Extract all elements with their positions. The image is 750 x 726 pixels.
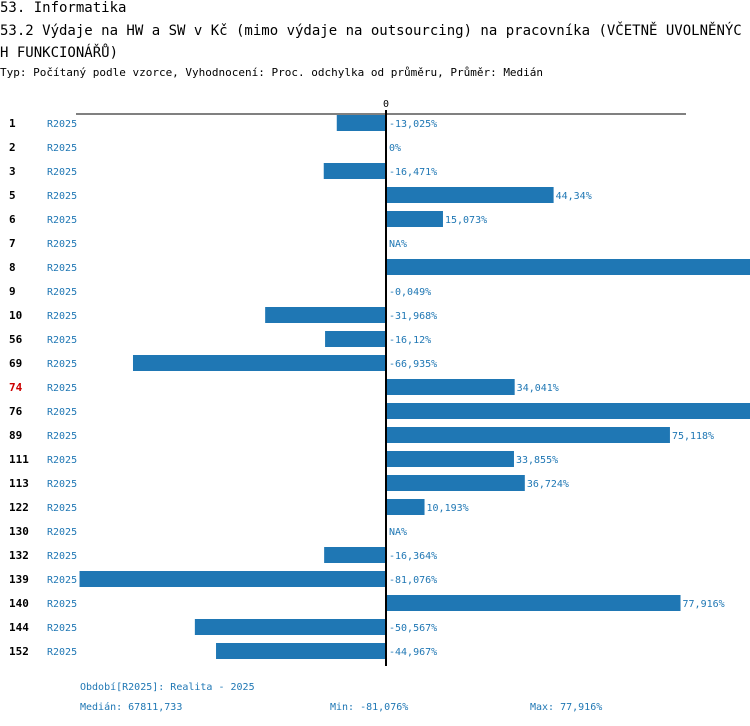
row-id-label: 1 bbox=[9, 117, 16, 130]
row-series-label: R2025 bbox=[47, 143, 77, 154]
row-id-label: 6 bbox=[9, 213, 16, 226]
row-id-label: 2 bbox=[9, 141, 16, 154]
bar bbox=[216, 643, 386, 659]
value-label: NA% bbox=[389, 239, 407, 250]
row-id-label: 152 bbox=[9, 645, 29, 658]
row-id-label: 113 bbox=[9, 477, 29, 490]
value-label: 15,073% bbox=[445, 215, 487, 226]
value-label: -31,968% bbox=[389, 311, 437, 322]
value-label: -66,935% bbox=[389, 359, 437, 370]
footer-median: Medián: 67811,733 bbox=[80, 702, 183, 713]
row-series-label: R2025 bbox=[47, 455, 77, 466]
row-series-label: R2025 bbox=[47, 431, 77, 442]
row-series-label: R2025 bbox=[47, 263, 77, 274]
row-id-label: 7 bbox=[9, 237, 16, 250]
row-id-label: 122 bbox=[9, 501, 29, 514]
row-id-label: 130 bbox=[9, 525, 29, 538]
footer-period: Období[R2025]: Realita - 2025 bbox=[80, 682, 255, 693]
row-id-label: 132 bbox=[9, 549, 29, 562]
value-label: NA% bbox=[389, 527, 407, 538]
row-series-label: R2025 bbox=[47, 575, 77, 586]
value-label: 34,041% bbox=[517, 383, 559, 394]
value-label: -13,025% bbox=[389, 119, 437, 130]
row-id-label: 9 bbox=[9, 285, 16, 298]
row-series-label: R2025 bbox=[47, 215, 77, 226]
bar bbox=[386, 187, 554, 203]
bar bbox=[336, 115, 386, 131]
value-label: -0,049% bbox=[389, 287, 431, 298]
value-label: 10,193% bbox=[427, 503, 469, 514]
bar bbox=[386, 259, 750, 275]
chart-subtitle: Typ: Počítaný podle vzorce, Vyhodnocení:… bbox=[0, 66, 544, 79]
row-id-label: 3 bbox=[9, 165, 16, 178]
value-label: -16,12% bbox=[389, 335, 431, 346]
row-id-label: 8 bbox=[9, 261, 16, 274]
value-label: -16,364% bbox=[389, 551, 437, 562]
value-label: -50,567% bbox=[389, 623, 437, 634]
row-series-label: R2025 bbox=[47, 551, 77, 562]
footer-min: Min: -81,076% bbox=[330, 702, 409, 713]
row-series-label: R2025 bbox=[47, 335, 77, 346]
bar bbox=[79, 571, 387, 587]
row-series-label: R2025 bbox=[47, 119, 77, 130]
row-id-label: 5 bbox=[9, 189, 16, 202]
row-id-label: 144 bbox=[9, 621, 29, 634]
bar bbox=[386, 475, 525, 491]
row-id-label: 69 bbox=[9, 357, 22, 370]
row-series-label: R2025 bbox=[47, 599, 77, 610]
row-series-label: R2025 bbox=[47, 407, 77, 418]
value-label: 33,855% bbox=[516, 455, 558, 466]
row-id-label: 56 bbox=[9, 333, 23, 346]
row-series-label: R2025 bbox=[47, 527, 77, 538]
value-label: 77,916% bbox=[683, 599, 725, 610]
bar bbox=[132, 355, 386, 371]
value-label: 0% bbox=[389, 143, 401, 154]
value-label: -81,076% bbox=[389, 575, 437, 586]
bar bbox=[194, 619, 386, 635]
row-id-label: 89 bbox=[9, 429, 22, 442]
row-id-label: 76 bbox=[9, 405, 23, 418]
value-label: 44,34% bbox=[556, 191, 592, 202]
bar bbox=[386, 379, 515, 395]
row-series-label: R2025 bbox=[47, 287, 77, 298]
bar bbox=[386, 595, 681, 611]
row-id-label: 74 bbox=[9, 381, 23, 394]
bar bbox=[323, 163, 386, 179]
value-label: 75,118% bbox=[672, 431, 714, 442]
row-series-label: R2025 bbox=[47, 359, 77, 370]
bar bbox=[265, 307, 386, 323]
row-series-label: R2025 bbox=[47, 647, 77, 658]
row-series-label: R2025 bbox=[47, 479, 77, 490]
row-series-label: R2025 bbox=[47, 623, 77, 634]
bar bbox=[386, 403, 750, 419]
bar bbox=[386, 211, 443, 227]
value-label: -16,471% bbox=[389, 167, 437, 178]
chart-title: 53.2 Výdaje na HW a SW v Kč (mimo výdaje… bbox=[0, 23, 742, 61]
row-series-label: R2025 bbox=[47, 239, 77, 250]
bar bbox=[386, 451, 514, 467]
row-series-label: R2025 bbox=[47, 503, 77, 514]
row-id-label: 10 bbox=[9, 309, 22, 322]
zero-axis-label: 0 bbox=[383, 99, 389, 110]
bar bbox=[325, 331, 386, 347]
row-id-label: 139 bbox=[9, 573, 29, 586]
row-id-label: 140 bbox=[9, 597, 29, 610]
value-label: 36,724% bbox=[527, 479, 569, 490]
row-series-label: R2025 bbox=[47, 191, 77, 202]
footer-max: Max: 77,916% bbox=[530, 702, 603, 713]
bar bbox=[386, 499, 425, 515]
bar bbox=[386, 427, 670, 443]
row-series-label: R2025 bbox=[47, 383, 77, 394]
section-title: 53. Informatika bbox=[0, 0, 127, 16]
row-series-label: R2025 bbox=[47, 311, 77, 322]
value-label: -44,967% bbox=[389, 647, 437, 658]
row-id-label: 111 bbox=[9, 453, 29, 466]
bar bbox=[324, 547, 386, 563]
row-series-label: R2025 bbox=[47, 167, 77, 178]
